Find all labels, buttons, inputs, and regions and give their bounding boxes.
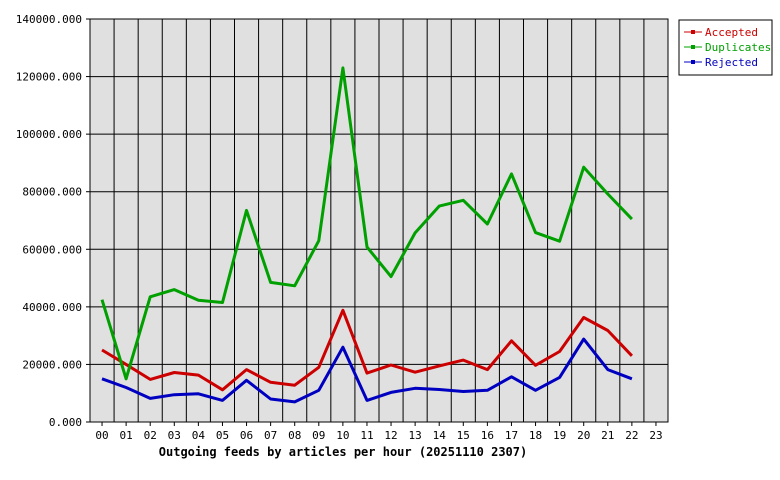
x-tick-label: 12 [384, 429, 397, 442]
series-line-duplicates [100, 66, 633, 381]
y-gridlines [90, 76, 668, 365]
y-tick-label: 20000.000 [22, 358, 82, 371]
x-tick-label: 16 [481, 429, 494, 442]
x-tick-label: 01 [120, 429, 133, 442]
legend-marker [691, 30, 695, 34]
series-lines [100, 66, 633, 404]
x-tick-label: 08 [288, 429, 301, 442]
x-tick-label: 07 [264, 429, 277, 442]
series-line-accepted [101, 308, 633, 392]
x-axis-ticks: 00 01 02 03 04 05 06 07 08 09 10 11 12 13 14 15 16 17 18 19… [95, 422, 663, 442]
plot-border [89, 18, 669, 423]
legend-label: Accepted [705, 26, 758, 39]
x-tick-label: 02 [144, 429, 157, 442]
x-tick-label: 23 [649, 429, 662, 442]
legend-item-duplicates: Duplicates [684, 41, 771, 54]
y-tick-label: 60000.000 [22, 243, 82, 256]
y-tick-label: 80000.000 [22, 186, 82, 199]
x-tick-label: 04 [192, 429, 206, 442]
legend-label: Duplicates [705, 41, 771, 54]
y-axis-ticks: 0.000 20000.000 40000.000 60000.000 80000.00… [16, 13, 90, 429]
y-tick-label: 0.000 [49, 416, 82, 429]
chart-title: Outgoing feeds by articles per hour (202… [159, 445, 527, 459]
x-tick-label: 00 [95, 429, 108, 442]
x-tick-label: 13 [409, 429, 422, 442]
x-tick-label: 17 [505, 429, 518, 442]
x-tick-label: 21 [601, 429, 614, 442]
x-tick-label: 06 [240, 429, 253, 442]
legend-label: Rejected [705, 56, 758, 69]
x-tick-label: 19 [553, 429, 566, 442]
y-tick-label: 40000.000 [22, 301, 82, 314]
y-tick-label: 120000.000 [16, 71, 82, 84]
x-tick-label: 18 [529, 429, 542, 442]
x-gridlines [113, 19, 645, 422]
x-tick-label: 20 [577, 429, 590, 442]
x-tick-label: 15 [457, 429, 470, 442]
y-tick-label: 140000.000 [16, 13, 82, 26]
legend-marker [691, 60, 695, 64]
x-tick-label: 05 [216, 429, 229, 442]
legend-marker [691, 45, 695, 49]
x-tick-label: 22 [625, 429, 638, 442]
x-tick-label: 03 [168, 429, 181, 442]
y-tick-label: 100000.000 [16, 128, 82, 141]
legend: Accepted Duplicates Rejected [678, 19, 773, 76]
legend-item-rejected: Rejected [684, 56, 758, 69]
legend-item-accepted: Accepted [684, 26, 758, 39]
x-tick-label: 11 [360, 429, 373, 442]
x-tick-label: 14 [433, 429, 447, 442]
x-tick-label: 09 [312, 429, 325, 442]
x-tick-label: 10 [336, 429, 349, 442]
series-line-rejected [101, 337, 633, 404]
